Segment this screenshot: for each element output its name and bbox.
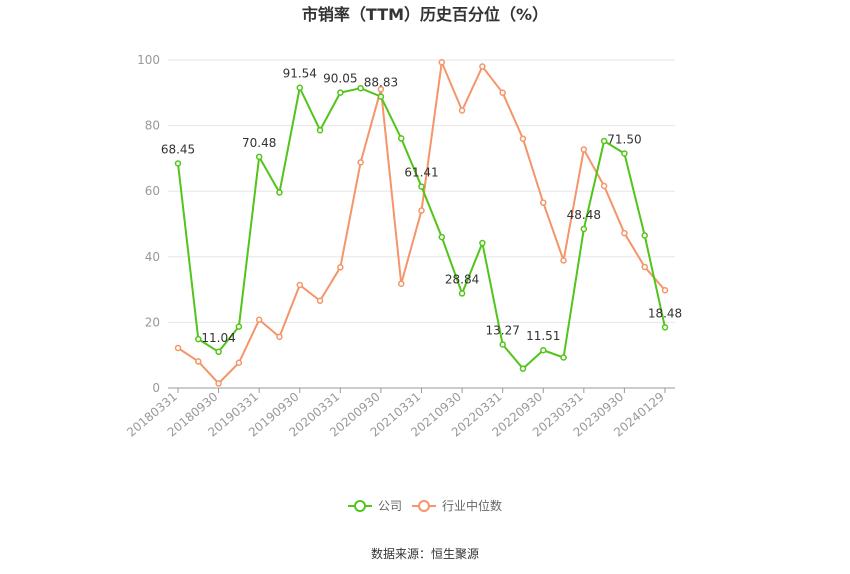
company-line [177, 86, 666, 370]
data-label: 88.83 [364, 76, 398, 90]
company-point [316, 126, 324, 134]
legend-label: 行业中位数 [442, 498, 502, 513]
legend-item-company[interactable]: 公司 [348, 499, 402, 513]
x-axis: 2018033120180930201903312019093020200331… [124, 387, 675, 440]
company-point [397, 135, 405, 142]
company-point [560, 354, 567, 361]
industry-median-point [377, 85, 385, 93]
company-point [479, 239, 486, 247]
industry-median-point [337, 264, 344, 271]
data-label: 90.05 [323, 72, 357, 86]
data-labels: 68.45 11.04 70.48 91.54 90.05 88.83 61.41 28.84… [161, 67, 682, 345]
company-point [235, 323, 243, 330]
industry-median-point [641, 263, 648, 271]
data-label: 28.84 [445, 272, 479, 286]
data-label: 70.48 [242, 136, 276, 150]
industry-median-point [580, 146, 588, 153]
industry-median-point [296, 281, 303, 289]
industry-median-point [661, 287, 669, 294]
industry-median-point [540, 199, 547, 206]
data-label: 61.41 [404, 166, 438, 180]
industry-median-point [621, 229, 628, 237]
legend-marker-icon [418, 500, 430, 512]
data-label: 11.04 [201, 331, 235, 345]
company-point [174, 160, 182, 167]
company-point [377, 93, 385, 100]
grid-lines [168, 59, 675, 323]
industry-median-point [418, 207, 425, 214]
y-tick-label: 60 [145, 184, 160, 198]
company-point [438, 233, 446, 241]
company-point [458, 290, 466, 297]
company-point [499, 341, 506, 348]
company-point [519, 365, 527, 372]
legend-label: 公司 [378, 499, 402, 513]
company-point [296, 84, 303, 91]
data-label: 18.48 [648, 306, 682, 320]
legend-item-industry-median[interactable]: 行业中位数 [412, 498, 502, 513]
company-point [276, 189, 283, 196]
legend[interactable]: 公司 行业中位数 [348, 498, 502, 513]
company-point [600, 137, 608, 145]
data-label: 13.27 [485, 323, 519, 337]
company-point [195, 335, 202, 343]
company-point [215, 348, 222, 356]
company-point [621, 150, 628, 157]
company-point [255, 153, 263, 161]
chart-title: 市销率（TTM）历史百分位（%） [302, 5, 548, 24]
industry-median-point [195, 358, 202, 365]
company-point [337, 89, 344, 96]
industry-median-point [276, 333, 283, 341]
company-point [580, 225, 588, 233]
industry-median-point [255, 316, 263, 324]
industry-median-point [560, 257, 567, 264]
industry-median-point [499, 89, 506, 97]
data-label: 68.45 [161, 142, 195, 156]
industry-median-point [215, 380, 222, 387]
y-tick-label: 100 [137, 53, 160, 67]
data-label: 91.54 [283, 67, 317, 81]
industry-median-point [235, 359, 243, 366]
y-tick-label: 80 [145, 119, 160, 133]
y-tick-label: 0 [152, 381, 160, 395]
industry-median-point [174, 344, 182, 352]
data-label: 11.51 [526, 329, 560, 343]
y-tick-label: 20 [145, 315, 160, 329]
company-point [357, 84, 364, 92]
data-label: 71.50 [607, 132, 641, 146]
industry-median-point [479, 63, 486, 70]
industry-median-point [600, 182, 608, 190]
legend-marker-icon [354, 500, 366, 512]
company-point [661, 324, 669, 331]
industry-median-point [397, 280, 405, 287]
industry-median-point [458, 107, 466, 114]
industry-median-point [316, 297, 324, 305]
data-source: 数据来源：恒生聚源 [371, 546, 479, 561]
data-label: 48.48 [567, 208, 601, 222]
industry-median-point [438, 59, 446, 66]
series-layer [174, 59, 669, 387]
company-point [418, 183, 425, 190]
industry-median-point [519, 135, 527, 142]
company-point [641, 232, 648, 239]
y-axis: 0 20 40 60 80 100 [137, 53, 160, 395]
y-tick-label: 40 [145, 250, 160, 264]
industry-median-point [357, 159, 364, 166]
company-point [540, 346, 547, 354]
